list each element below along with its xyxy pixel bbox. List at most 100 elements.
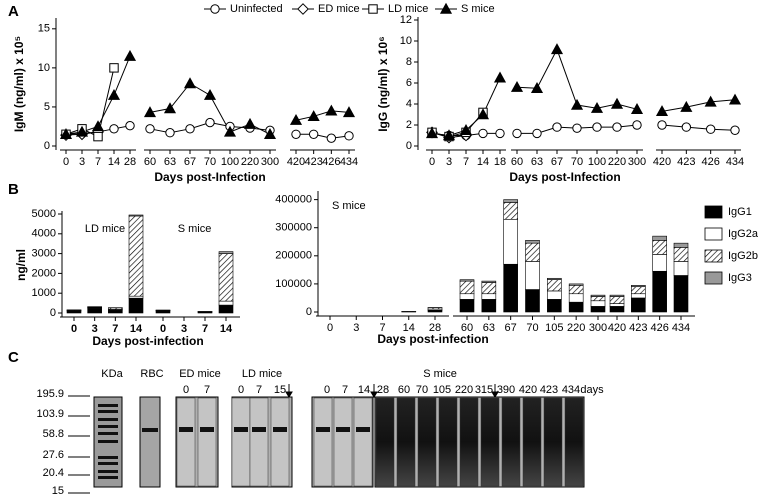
marker: [183, 77, 197, 89]
x-tick-label: 3: [181, 323, 187, 335]
y-tick-label: 0: [50, 307, 56, 319]
marker: [75, 125, 89, 137]
y-tick-label: 4: [406, 98, 412, 110]
marker: [476, 108, 490, 120]
series-line: [661, 99, 736, 112]
legend-swatch: [704, 205, 723, 219]
marker: [93, 131, 103, 142]
marker: [530, 82, 544, 93]
legend-label: LD mice: [388, 3, 428, 15]
x-tick-label: 18: [494, 156, 506, 168]
x-tick-label: 426: [650, 322, 668, 334]
x-tick-label: 423: [629, 322, 647, 334]
series-line: [661, 124, 736, 131]
legend-label: IgG3: [728, 272, 752, 284]
marker: [442, 129, 456, 141]
bar-segment: [547, 290, 562, 300]
x-tick-label: 63: [164, 156, 176, 168]
x-tick-label: 300: [589, 322, 607, 334]
marker-label: 103.9: [36, 408, 64, 420]
bar-segment: [631, 286, 646, 295]
bar-segment: [568, 285, 584, 295]
y-tick-label: 15: [38, 23, 50, 35]
lane: [480, 397, 500, 487]
band: [234, 427, 248, 432]
y-tick-label: 5: [44, 101, 50, 113]
y-tick-label: 4000: [32, 228, 56, 240]
bar-segment: [609, 296, 625, 304]
bar-segment: [673, 261, 689, 276]
bar-segment: [590, 296, 606, 302]
marker: [123, 49, 137, 61]
rbc-lane: [139, 396, 161, 488]
lane: [375, 397, 395, 487]
bar-segment: [547, 279, 562, 292]
marker: [590, 101, 604, 113]
lane-label: 315: [475, 384, 493, 396]
group-label: ED mice: [179, 368, 221, 380]
group-title: LD mice: [85, 223, 125, 235]
chart-title: S mice: [332, 200, 366, 212]
bar-segment: [652, 240, 667, 255]
lane-label: 390: [497, 384, 515, 396]
lane-label: 7: [342, 384, 348, 396]
marker: [705, 124, 716, 134]
bar-segment: [481, 299, 497, 313]
marker: [439, 2, 453, 14]
y-axis-label: IgG (ng/ml) x 10⁶: [376, 36, 390, 132]
x-tick-label: 60: [511, 156, 523, 168]
bar-segment: [525, 240, 540, 244]
lane-label: 28: [377, 384, 389, 396]
lane: [249, 397, 269, 487]
x-tick-label: 60: [144, 156, 156, 168]
bar-segment: [590, 306, 606, 313]
bar-segment: [568, 301, 584, 313]
marker: [510, 80, 524, 92]
x-tick-label: 0: [327, 322, 333, 334]
y-tick-label: 10: [400, 35, 412, 47]
x-tick-label: 7: [202, 323, 208, 335]
marker: [223, 125, 237, 137]
marker: [704, 95, 717, 107]
bar-segment: [525, 261, 540, 290]
marker: [728, 93, 742, 105]
legend-swatch: [704, 227, 723, 241]
band: [336, 427, 350, 432]
bar-segment: [128, 215, 144, 297]
x-tick-label: 300: [628, 156, 646, 168]
marker: [630, 103, 644, 114]
bar-segment: [673, 242, 689, 248]
bar-segment: [128, 297, 144, 314]
bar-segment: [631, 297, 646, 313]
marker: [681, 122, 692, 132]
bar-segment: [673, 247, 689, 262]
y-tick-label: 0: [306, 306, 312, 318]
marker: [512, 128, 522, 139]
group-label: RBC: [140, 368, 163, 380]
marker: [478, 128, 488, 139]
bar-segment: [481, 280, 497, 283]
y-tick-label: 2: [406, 119, 412, 131]
x-axis-label: Days post-Infection: [509, 170, 620, 184]
bar-segment: [459, 299, 475, 313]
lane-label: 434: [562, 384, 580, 396]
bar-segment: [218, 304, 234, 314]
marker: [493, 71, 507, 83]
marker: [291, 129, 301, 139]
x-axis-label: Days post-infection: [92, 334, 203, 348]
bar-segment: [481, 282, 497, 295]
x-tick-label: 3: [79, 156, 85, 168]
x-tick-label: 70: [526, 322, 538, 334]
ladder-band: [98, 425, 118, 428]
marker: [680, 100, 693, 112]
lane: [396, 397, 416, 487]
bar-segment: [503, 263, 518, 313]
x-tick-label: 28: [124, 156, 136, 168]
x-tick-label: 420: [608, 322, 626, 334]
lane: [333, 397, 353, 487]
lane-label: 14: [358, 384, 370, 396]
x-tick-label: 100: [221, 156, 239, 168]
y-tick-label: 0: [406, 140, 412, 152]
